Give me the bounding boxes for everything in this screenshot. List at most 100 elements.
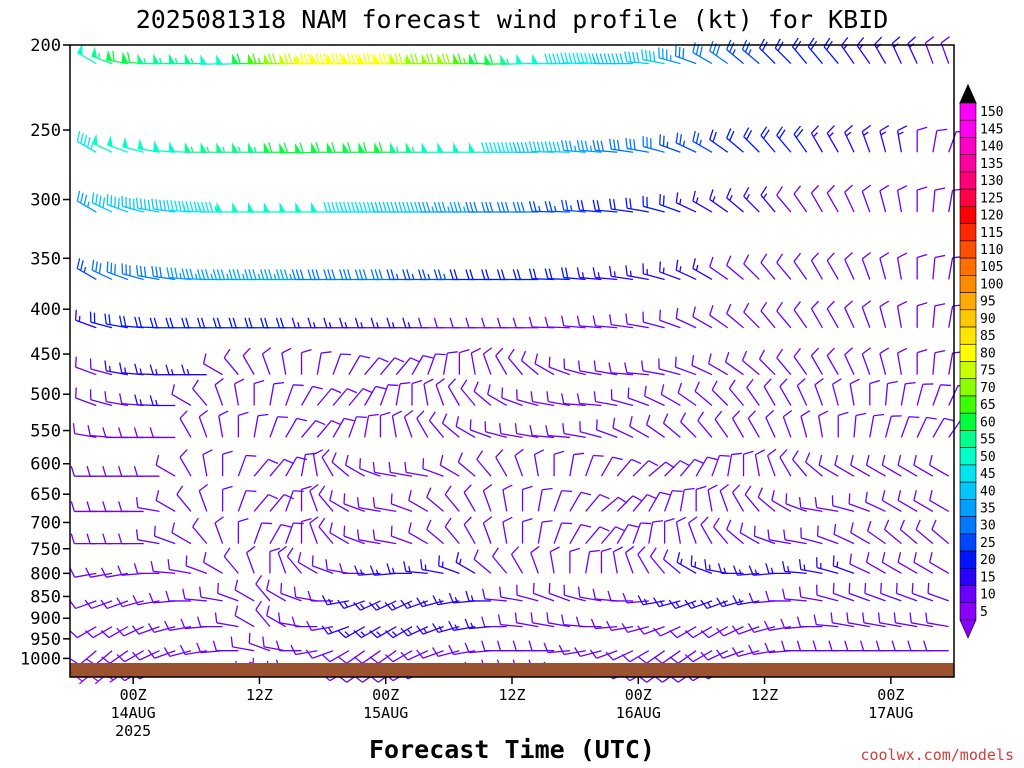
x-tick-date-label: 15AUG bbox=[363, 704, 408, 722]
barb-feather bbox=[178, 200, 182, 212]
wind-barb bbox=[300, 349, 312, 375]
barb-staff bbox=[632, 522, 642, 544]
barb-feather bbox=[848, 582, 851, 594]
barb-feather bbox=[408, 490, 412, 501]
barb-feather bbox=[283, 269, 289, 280]
barb-staff bbox=[455, 425, 476, 438]
barb-staff bbox=[253, 415, 259, 438]
barb-pennant bbox=[405, 53, 412, 64]
barb-feather bbox=[150, 561, 154, 572]
barb-staff bbox=[281, 352, 287, 375]
wind-barb bbox=[422, 458, 444, 477]
barb-staff bbox=[553, 490, 563, 512]
barb-half-feather bbox=[139, 399, 143, 406]
barb-feather bbox=[498, 586, 502, 598]
barb-staff bbox=[616, 458, 632, 477]
wind-barb bbox=[739, 522, 760, 545]
barb-feather bbox=[496, 269, 502, 280]
wind-barb bbox=[253, 413, 269, 438]
barb-staff bbox=[548, 401, 570, 407]
barb-feather bbox=[260, 269, 265, 280]
barb-staff bbox=[547, 650, 570, 654]
wind-barb bbox=[121, 195, 144, 213]
wind-barb bbox=[674, 356, 697, 376]
wind-barb bbox=[528, 201, 555, 213]
barb-feather bbox=[688, 516, 698, 524]
barb-feather bbox=[242, 347, 251, 357]
barb-feather bbox=[437, 201, 443, 213]
barb-feather bbox=[665, 461, 675, 469]
barb-staff bbox=[776, 194, 792, 213]
barb-staff bbox=[861, 258, 871, 280]
barb-pennant bbox=[77, 43, 83, 56]
barb-pennant bbox=[232, 142, 239, 153]
barb-feather bbox=[118, 427, 123, 438]
wind-barb bbox=[133, 466, 160, 477]
barb-staff bbox=[391, 503, 413, 513]
barb-feather bbox=[744, 42, 751, 53]
barb-feather bbox=[645, 414, 651, 426]
barb-feather bbox=[469, 269, 474, 280]
barb-feather bbox=[232, 317, 237, 328]
barb-feather bbox=[134, 394, 139, 405]
barb-feather bbox=[783, 529, 786, 540]
wind-barb bbox=[692, 258, 713, 281]
wind-barb bbox=[502, 516, 513, 544]
barb-pennant bbox=[421, 53, 428, 64]
barb-feather bbox=[493, 142, 498, 153]
wind-barb bbox=[649, 547, 666, 574]
barb-staff bbox=[817, 535, 839, 545]
wind-barb bbox=[800, 527, 823, 545]
wind-barb bbox=[660, 384, 681, 407]
barb-feather bbox=[135, 529, 139, 540]
barb-feather bbox=[356, 529, 360, 540]
wind-barb bbox=[579, 421, 602, 439]
barb-feather bbox=[793, 185, 802, 195]
barb-feather bbox=[640, 522, 652, 525]
barb-feather bbox=[293, 586, 297, 598]
barb-staff bbox=[596, 650, 618, 659]
barb-staff bbox=[285, 418, 298, 438]
barb-staff bbox=[232, 646, 255, 652]
barb-pennant bbox=[374, 142, 381, 153]
wind-barb bbox=[237, 518, 249, 544]
barb-feather bbox=[245, 454, 257, 457]
barb-feather bbox=[118, 362, 123, 373]
barb-feather bbox=[561, 490, 573, 492]
y-tick-label: 750 bbox=[30, 540, 61, 560]
barb-staff bbox=[348, 388, 364, 406]
barb-feather bbox=[386, 53, 391, 64]
wind-barb bbox=[512, 317, 539, 329]
barb-staff bbox=[913, 499, 934, 512]
barb-feather bbox=[216, 317, 222, 328]
barb-staff bbox=[348, 416, 358, 438]
wind-barb bbox=[423, 378, 434, 406]
barb-staff bbox=[500, 596, 523, 602]
wind-barb bbox=[135, 529, 160, 545]
barb-staff bbox=[595, 401, 618, 407]
barb-feather bbox=[832, 582, 835, 594]
barb-feather bbox=[546, 612, 549, 623]
wind-barbs-layer bbox=[68, 36, 972, 685]
barb-feather bbox=[372, 497, 376, 508]
barb-feather bbox=[763, 378, 772, 387]
barb-staff bbox=[90, 572, 113, 578]
wind-barb bbox=[793, 252, 808, 280]
barb-feather bbox=[593, 360, 597, 371]
barb-staff bbox=[428, 420, 445, 438]
barb-feather bbox=[394, 357, 405, 363]
barb-staff bbox=[463, 492, 476, 512]
barb-feather bbox=[895, 582, 898, 594]
barb-pennant bbox=[390, 142, 397, 153]
barb-half-feather bbox=[880, 131, 887, 136]
barb-feather bbox=[283, 458, 294, 465]
barb-half-feather bbox=[723, 567, 727, 574]
barb-half-feather bbox=[443, 273, 447, 280]
colorbar-label: 90 bbox=[980, 312, 996, 327]
barb-staff bbox=[675, 521, 682, 544]
barb-feather bbox=[343, 417, 355, 422]
barb-feather bbox=[530, 391, 534, 402]
barb-half-feather bbox=[214, 206, 218, 213]
barb-feather bbox=[390, 525, 393, 537]
wind-barb bbox=[214, 378, 224, 406]
